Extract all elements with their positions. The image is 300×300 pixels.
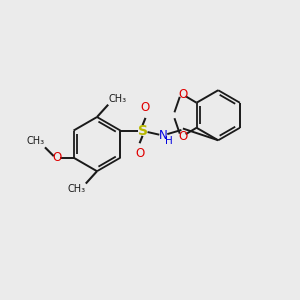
Text: CH₃: CH₃: [67, 184, 85, 194]
Text: O: O: [179, 88, 188, 101]
Text: O: O: [179, 130, 188, 142]
Text: CH₃: CH₃: [109, 94, 127, 104]
Text: O: O: [53, 151, 62, 164]
Text: CH₃: CH₃: [26, 136, 44, 146]
Text: N: N: [159, 129, 168, 142]
Text: O: O: [141, 101, 150, 114]
Text: S: S: [137, 124, 148, 138]
Text: H: H: [165, 136, 173, 146]
Text: O: O: [135, 147, 144, 160]
